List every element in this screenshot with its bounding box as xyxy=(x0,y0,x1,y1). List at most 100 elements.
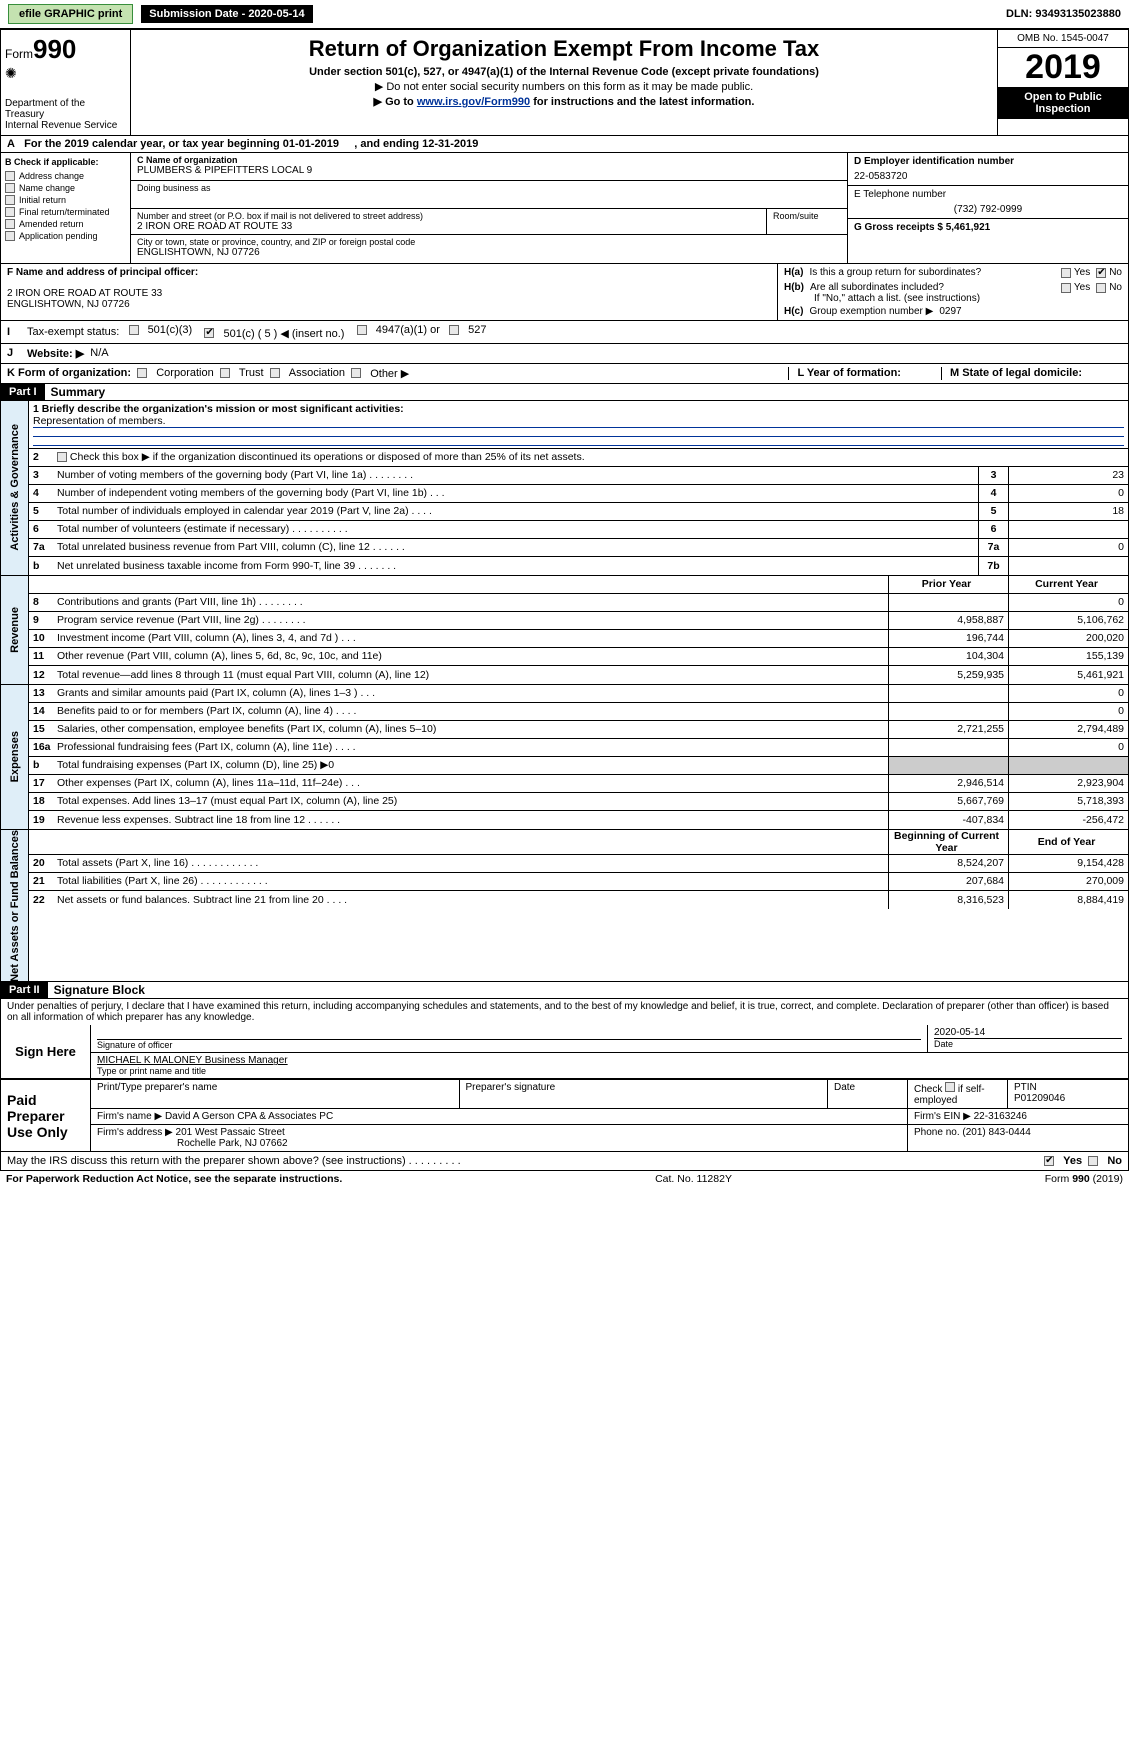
discuss-row: May the IRS discuss this return with the… xyxy=(0,1152,1129,1171)
ha-row: H(a) Is this a group return for subordin… xyxy=(784,267,1122,278)
chk-label: Address change xyxy=(19,171,84,181)
opt-label: 501(c)(3) xyxy=(148,324,193,336)
checkbox-icon xyxy=(220,368,230,378)
summary-row: 9Program service revenue (Part VIII, lin… xyxy=(29,612,1128,630)
l-label: L Year of formation: xyxy=(788,367,941,380)
checkbox-icon xyxy=(351,368,361,378)
prep-name-header: Print/Type preparer's name xyxy=(91,1080,460,1108)
sig-officer-cell: Signature of officer xyxy=(91,1025,928,1052)
submission-date-field: Submission Date - 2020-05-14 xyxy=(141,8,312,20)
chk-527[interactable]: 527 xyxy=(449,324,486,336)
summary-row: 13Grants and similar amounts paid (Part … xyxy=(29,685,1128,703)
ein-value: 22-0583720 xyxy=(854,171,1122,182)
discuss-yes[interactable]: Yes xyxy=(1044,1155,1082,1167)
side-text: Expenses xyxy=(9,731,21,782)
col-b: B Check if applicable: Address change Na… xyxy=(1,153,131,263)
chk-initial-return[interactable]: Initial return xyxy=(5,195,126,205)
form-title: Return of Organization Exempt From Incom… xyxy=(137,36,991,62)
line-k-label: K Form of organization: xyxy=(7,367,131,379)
ptin-value: P01209046 xyxy=(1014,1093,1065,1104)
summary-row: 22Net assets or fund balances. Subtract … xyxy=(29,891,1128,909)
sig-name-label: Type or print name and title xyxy=(97,1066,1122,1076)
chk-4947[interactable]: 4947(a)(1) or xyxy=(357,324,440,336)
firm-addr1: 201 West Passaic Street xyxy=(176,1127,285,1138)
opt-label: Association xyxy=(289,367,345,379)
chk-other[interactable]: Other ▶ xyxy=(351,367,409,380)
part1-header-row: Part I Summary xyxy=(0,384,1129,401)
summary-row: 5Total number of individuals employed in… xyxy=(29,503,1128,521)
header-middle: Return of Organization Exempt From Incom… xyxy=(131,30,998,135)
line-2: 2 Check this box ▶ if the organization d… xyxy=(29,449,1128,467)
no-label: No xyxy=(1109,282,1122,293)
opt-label: 4947(a)(1) or xyxy=(376,324,440,336)
hb-yes[interactable]: Yes xyxy=(1061,282,1090,293)
checkbox-icon[interactable] xyxy=(57,452,67,462)
governance-section: Activities & Governance 1 Briefly descri… xyxy=(0,401,1129,576)
summary-row: 3Number of voting members of the governi… xyxy=(29,467,1128,485)
checkbox-icon xyxy=(5,219,15,229)
summary-row: 16aProfessional fundraising fees (Part I… xyxy=(29,739,1128,757)
firm-ein-label: Firm's EIN ▶ xyxy=(914,1111,971,1122)
checkbox-icon xyxy=(1096,283,1106,293)
col-c: C Name of organization PLUMBERS & PIPEFI… xyxy=(131,153,848,263)
f-addr2: ENGLISHTOWN, NJ 07726 xyxy=(7,299,771,310)
footer-form-num: 990 xyxy=(1072,1173,1090,1185)
revenue-section: Revenue Prior Year Current Year 8Contrib… xyxy=(0,576,1129,685)
opt-label: Corporation xyxy=(156,367,213,379)
addr-value: 2 IRON ORE ROAD AT ROUTE 33 xyxy=(137,221,760,232)
netassets-body: Beginning of Current Year End of Year 20… xyxy=(29,830,1128,982)
l1-value: Representation of members. xyxy=(33,415,165,427)
chk-amended-return[interactable]: Amended return xyxy=(5,219,126,229)
footer-form-text: Form xyxy=(1045,1173,1072,1185)
irs-link[interactable]: www.irs.gov/Form990 xyxy=(417,96,530,108)
chk-name-change[interactable]: Name change xyxy=(5,183,126,193)
dept-line1: Department of the Treasury xyxy=(5,98,85,120)
hb-text: Are all subordinates included? xyxy=(810,282,1055,293)
chk-501c[interactable]: 501(c) ( 5 ) ◀ (insert no.) xyxy=(204,327,344,340)
prep-sig-header: Preparer's signature xyxy=(460,1080,829,1108)
tax-year: 2019 xyxy=(998,48,1128,87)
no-label: No xyxy=(1107,1155,1122,1167)
chk-label: Name change xyxy=(19,183,75,193)
preparer-block: Paid Preparer Use Only Print/Type prepar… xyxy=(0,1079,1129,1152)
summary-row: 19Revenue less expenses. Subtract line 1… xyxy=(29,811,1128,829)
addr-row: Number and street (or P.O. box if mail i… xyxy=(131,209,847,235)
chk-corp[interactable]: Corporation xyxy=(137,367,214,379)
chk-assoc[interactable]: Association xyxy=(270,367,345,379)
summary-row: bTotal fundraising expenses (Part IX, co… xyxy=(29,757,1128,775)
checkbox-icon xyxy=(5,207,15,217)
phone-value: (732) 792-0999 xyxy=(854,204,1122,215)
receipts-label: G Gross receipts $ 5,461,921 xyxy=(854,222,1122,233)
discuss-no[interactable]: No xyxy=(1088,1155,1122,1167)
col-d: D Employer identification number 22-0583… xyxy=(848,153,1128,263)
chk-501c3[interactable]: 501(c)(3) xyxy=(129,324,193,336)
footer-left: For Paperwork Reduction Act Notice, see … xyxy=(6,1173,342,1185)
chk-final-return[interactable]: Final return/terminated xyxy=(5,207,126,217)
firm-ein-value: 22-3163246 xyxy=(974,1111,1027,1122)
checkbox-icon xyxy=(449,325,459,335)
subtitle-3-pre: ▶ Go to xyxy=(374,96,417,108)
city-cell: City or town, state or province, country… xyxy=(131,235,847,263)
checkbox-icon[interactable] xyxy=(945,1082,955,1092)
hb-no[interactable]: No xyxy=(1096,282,1122,293)
l2-text: Check this box ▶ if the organization dis… xyxy=(57,449,1128,465)
netassets-header-row: Beginning of Current Year End of Year xyxy=(29,830,1128,855)
line-j-value: N/A xyxy=(90,347,108,359)
ha-yes[interactable]: Yes xyxy=(1061,267,1090,278)
chk-address-change[interactable]: Address change xyxy=(5,171,126,181)
chk-trust[interactable]: Trust xyxy=(220,367,264,379)
subtitle-3-post: for instructions and the latest informat… xyxy=(530,96,754,108)
addr-cell: Number and street (or P.O. box if mail i… xyxy=(131,209,767,234)
firm-addr-label: Firm's address ▶ xyxy=(97,1127,173,1138)
efile-graphic-button[interactable]: efile GRAPHIC print xyxy=(8,4,133,24)
firm-phone-label: Phone no. xyxy=(914,1127,960,1138)
line-a-prefix: A xyxy=(7,138,15,150)
perjury-text: Under penalties of perjury, I declare th… xyxy=(0,999,1129,1025)
receipts-cell: G Gross receipts $ 5,461,921 xyxy=(848,219,1128,247)
governance-side-label: Activities & Governance xyxy=(1,401,29,575)
chk-application-pending[interactable]: Application pending xyxy=(5,231,126,241)
ha-no[interactable]: No xyxy=(1096,267,1122,278)
line-i-content: Tax-exempt status: 501(c)(3) 501(c) ( 5 … xyxy=(27,324,1122,340)
current-year-header: Current Year xyxy=(1008,576,1128,593)
firm-name-cell: Firm's name ▶ David A Gerson CPA & Assoc… xyxy=(91,1109,908,1124)
